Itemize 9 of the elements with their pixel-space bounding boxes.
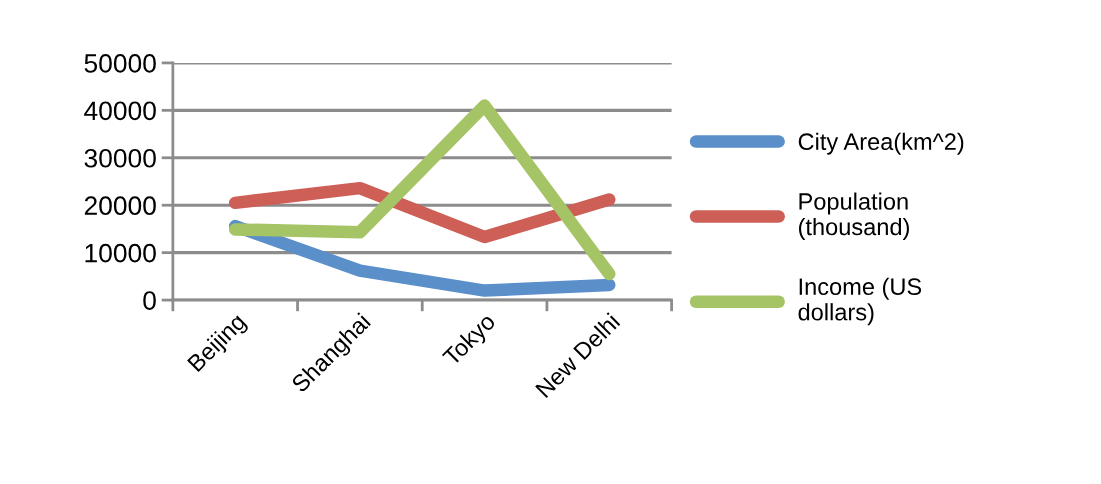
y-tick-label: 0 — [143, 291, 156, 310]
y-tick-label: 40000 — [84, 101, 156, 121]
legend-label: City Area(km^2) — [798, 132, 964, 155]
y-tick-label: 20000 — [84, 196, 156, 216]
y-tick-label: 30000 — [84, 148, 156, 168]
legend-label: Population (thousand) — [799, 192, 909, 240]
y-tick-label: 10000 — [85, 243, 156, 263]
legend-label: Income (US dollars) — [798, 277, 922, 326]
y-tick-label: 50000 — [84, 54, 156, 73]
